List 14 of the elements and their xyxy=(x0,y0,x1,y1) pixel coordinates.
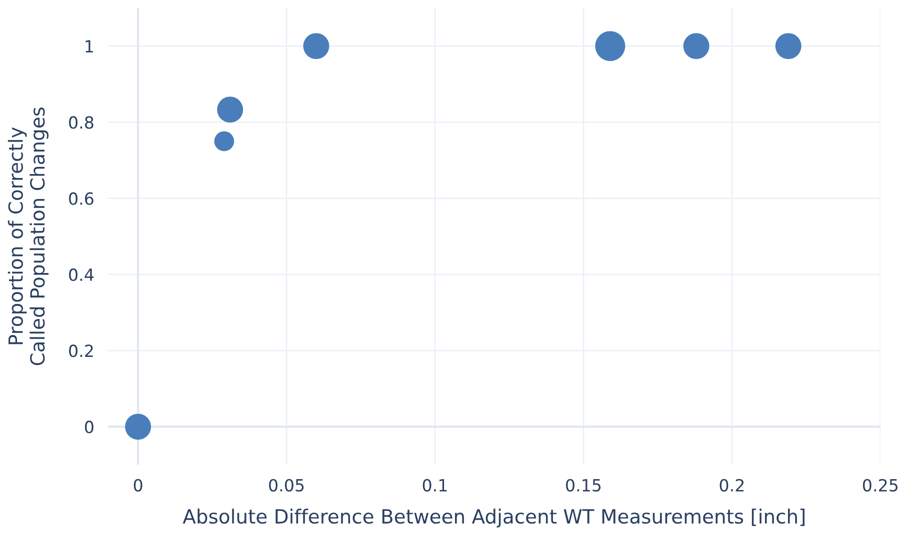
x-tick-label: 0.25 xyxy=(862,478,898,492)
y-tick-label: 0 xyxy=(84,420,94,434)
y-tick-label: 0.4 xyxy=(69,268,94,282)
x-tick-label: 0.2 xyxy=(720,478,744,492)
y-tick-label: 0.8 xyxy=(69,116,94,129)
x-tick-label: 0.15 xyxy=(566,478,601,492)
y-tick-label: 0.6 xyxy=(69,192,94,205)
x-tick-label: 0.05 xyxy=(269,478,304,492)
y-tick-label: 1 xyxy=(86,40,93,52)
x-axis-title: Absolute Difference Between Adjacent WT Measurements [inch] xyxy=(182,508,804,528)
y-tick-label: 0.2 xyxy=(69,344,93,358)
x-tick-label: 0 xyxy=(134,478,142,492)
y-axis-title: Proportion of Correctly Called Population Changes xyxy=(8,107,49,366)
x-tick-label: 0.1 xyxy=(422,478,447,492)
